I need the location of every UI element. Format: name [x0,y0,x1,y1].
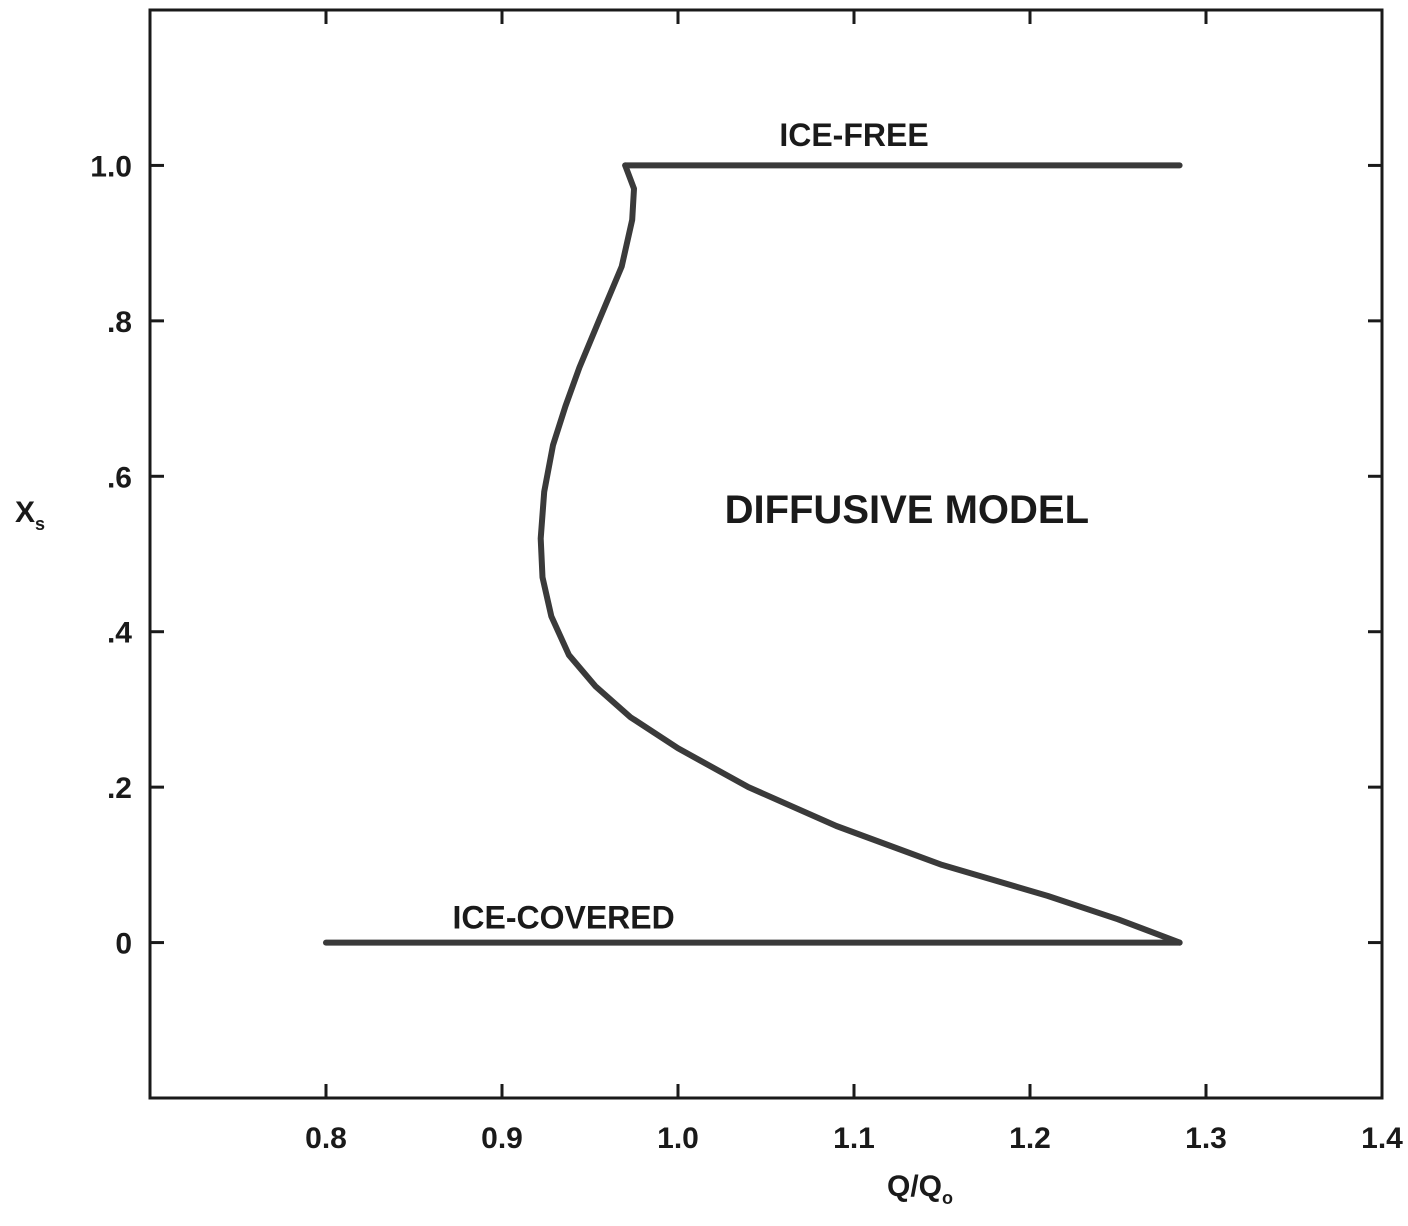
x-tick-label: 1.3 [1185,1122,1227,1155]
y-tick-label: .2 [107,772,132,805]
annotation-diffusive-model: DIFFUSIVE MODEL [725,488,1089,532]
annotations: ICE-FREE ICE-COVERED DIFFUSIVE MODEL [452,117,1089,936]
x-tick-label: 0.9 [481,1122,523,1155]
x-tick-label: 1.4 [1361,1122,1403,1155]
annotation-ice-free: ICE-FREE [779,117,928,153]
data-series [323,162,1183,946]
y-tick-label: 1.0 [90,150,132,183]
x-tick-label: 1.1 [833,1122,875,1155]
y-tick-label: .8 [107,306,132,339]
series-diffusive-curve [537,162,1183,946]
x-tick-label: 1.0 [657,1122,699,1155]
annotation-ice-covered: ICE-COVERED [452,900,674,936]
x-tick-label: 0.8 [305,1122,347,1155]
x-tick-label: 1.2 [1009,1122,1051,1155]
y-tick-label: .6 [107,461,132,494]
y-tick-label: .4 [107,617,132,650]
y-tick-label: 0 [115,928,132,961]
x-axis-label: Q/Qo [887,1170,953,1208]
y-axis-label: Xs [15,496,45,534]
axis-tick-labels: 0.8 0.9 1.0 1.1 1.2 1.3 1.4 0 .2 .4 .6 .8 1.0 [90,150,1403,1155]
axis-ticks [150,10,1384,1098]
plot-frame [148,8,1384,1100]
